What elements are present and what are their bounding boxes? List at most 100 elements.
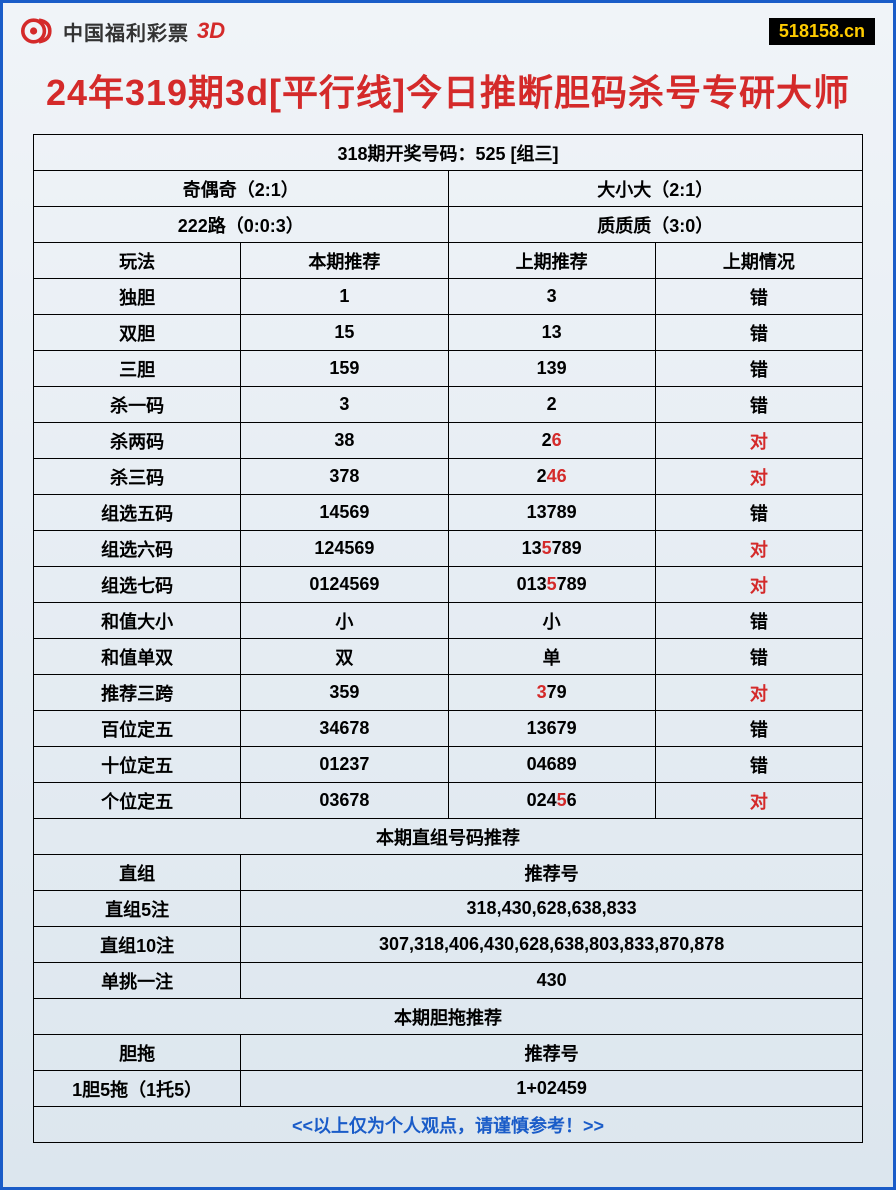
row-status: 错 xyxy=(655,747,862,783)
summary-cell: 奇偶奇（2:1） xyxy=(34,171,449,207)
site-badge: 518158.cn xyxy=(769,18,875,45)
row-name: 十位定五 xyxy=(34,747,241,783)
section-title: 本期胆拖推荐 xyxy=(34,999,863,1035)
row-current: 34678 xyxy=(241,711,448,747)
main-table-wrap: 318期开奖号码：525 [组三] 奇偶奇（2:1） 大小大（2:1） 222路… xyxy=(3,134,893,1163)
row-current: 0124569 xyxy=(241,567,448,603)
col-header: 本期推荐 xyxy=(241,243,448,279)
row-prev: 单 xyxy=(448,639,655,675)
row-status: 错 xyxy=(655,711,862,747)
row-current: 01237 xyxy=(241,747,448,783)
summary-cell: 大小大（2:1） xyxy=(448,171,863,207)
table-row: 百位定五3467813679错 xyxy=(34,711,863,747)
main-table: 318期开奖号码：525 [组三] 奇偶奇（2:1） 大小大（2:1） 222路… xyxy=(33,134,863,1143)
result-line: 318期开奖号码：525 [组三] xyxy=(34,135,863,171)
table-row: 双胆1513错 xyxy=(34,315,863,351)
row-name: 杀两码 xyxy=(34,423,241,459)
section-head-right: 推荐号 xyxy=(241,855,863,891)
row-status: 对 xyxy=(655,675,862,711)
row-prev: 26 xyxy=(448,423,655,459)
row-status: 错 xyxy=(655,639,862,675)
row-value: 318,430,628,638,833 xyxy=(241,891,863,927)
row-status: 错 xyxy=(655,603,862,639)
row-current: 小 xyxy=(241,603,448,639)
row-status: 对 xyxy=(655,531,862,567)
row-name: 杀一码 xyxy=(34,387,241,423)
row-status: 错 xyxy=(655,351,862,387)
row-name: 杀三码 xyxy=(34,459,241,495)
row-current: 1 xyxy=(241,279,448,315)
row-current: 159 xyxy=(241,351,448,387)
row-status: 对 xyxy=(655,567,862,603)
row-current: 378 xyxy=(241,459,448,495)
row-prev: 小 xyxy=(448,603,655,639)
col-header: 上期情况 xyxy=(655,243,862,279)
row-name: 直组5注 xyxy=(34,891,241,927)
row-name: 独胆 xyxy=(34,279,241,315)
table-row: 和值大小小小错 xyxy=(34,603,863,639)
table-row: 十位定五0123704689错 xyxy=(34,747,863,783)
logo-block: 中国福利彩票 3D xyxy=(21,13,225,49)
footer-note: <<以上仅为个人观点，请谨慎参考！>> xyxy=(34,1107,863,1143)
col-header: 上期推荐 xyxy=(448,243,655,279)
table-row: 组选六码124569135789对 xyxy=(34,531,863,567)
row-prev: 13679 xyxy=(448,711,655,747)
row-name: 推荐三跨 xyxy=(34,675,241,711)
row-current: 15 xyxy=(241,315,448,351)
row-name: 组选七码 xyxy=(34,567,241,603)
row-prev: 0135789 xyxy=(448,567,655,603)
row-prev: 13789 xyxy=(448,495,655,531)
table-row: 直组10注307,318,406,430,628,638,803,833,870… xyxy=(34,927,863,963)
row-name: 三胆 xyxy=(34,351,241,387)
table-row: 杀两码3826对 xyxy=(34,423,863,459)
row-name: 组选六码 xyxy=(34,531,241,567)
row-name: 和值大小 xyxy=(34,603,241,639)
row-prev: 246 xyxy=(448,459,655,495)
row-prev: 379 xyxy=(448,675,655,711)
brand-3d: 3D xyxy=(197,18,225,44)
row-name: 直组10注 xyxy=(34,927,241,963)
table-row: 组选五码1456913789错 xyxy=(34,495,863,531)
section-head-right: 推荐号 xyxy=(241,1035,863,1071)
row-value: 307,318,406,430,628,638,803,833,870,878 xyxy=(241,927,863,963)
row-current: 359 xyxy=(241,675,448,711)
row-name: 组选五码 xyxy=(34,495,241,531)
row-name: 和值单双 xyxy=(34,639,241,675)
row-prev: 135789 xyxy=(448,531,655,567)
table-row: 组选七码01245690135789对 xyxy=(34,567,863,603)
table-row: 和值单双双单错 xyxy=(34,639,863,675)
brand-text: 中国福利彩票 xyxy=(63,17,189,46)
table-row: 杀三码378246对 xyxy=(34,459,863,495)
row-status: 错 xyxy=(655,279,862,315)
row-name: 单挑一注 xyxy=(34,963,241,999)
row-status: 对 xyxy=(655,459,862,495)
row-prev: 139 xyxy=(448,351,655,387)
table-row: 三胆159139错 xyxy=(34,351,863,387)
row-current: 38 xyxy=(241,423,448,459)
table-row: 杀一码32错 xyxy=(34,387,863,423)
row-prev: 02456 xyxy=(448,783,655,819)
table-row: 直组5注318,430,628,638,833 xyxy=(34,891,863,927)
table-row: 个位定五0367802456对 xyxy=(34,783,863,819)
page-title: 24年319期3d[平行线]今日推断胆码杀号专研大师 xyxy=(3,54,893,134)
row-value: 430 xyxy=(241,963,863,999)
header: 中国福利彩票 3D 518158.cn xyxy=(3,3,893,54)
row-name: 百位定五 xyxy=(34,711,241,747)
lottery-logo-icon xyxy=(21,13,57,49)
row-prev: 04689 xyxy=(448,747,655,783)
table-row: 独胆13错 xyxy=(34,279,863,315)
row-prev: 13 xyxy=(448,315,655,351)
row-status: 错 xyxy=(655,495,862,531)
row-name: 双胆 xyxy=(34,315,241,351)
col-header: 玩法 xyxy=(34,243,241,279)
row-current: 03678 xyxy=(241,783,448,819)
table-row: 单挑一注430 xyxy=(34,963,863,999)
row-status: 对 xyxy=(655,423,862,459)
row-prev: 3 xyxy=(448,279,655,315)
row-current: 3 xyxy=(241,387,448,423)
row-current: 124569 xyxy=(241,531,448,567)
row-status: 错 xyxy=(655,315,862,351)
table-row: 1胆5拖（1托5）1+02459 xyxy=(34,1071,863,1107)
row-status: 错 xyxy=(655,387,862,423)
row-name: 个位定五 xyxy=(34,783,241,819)
